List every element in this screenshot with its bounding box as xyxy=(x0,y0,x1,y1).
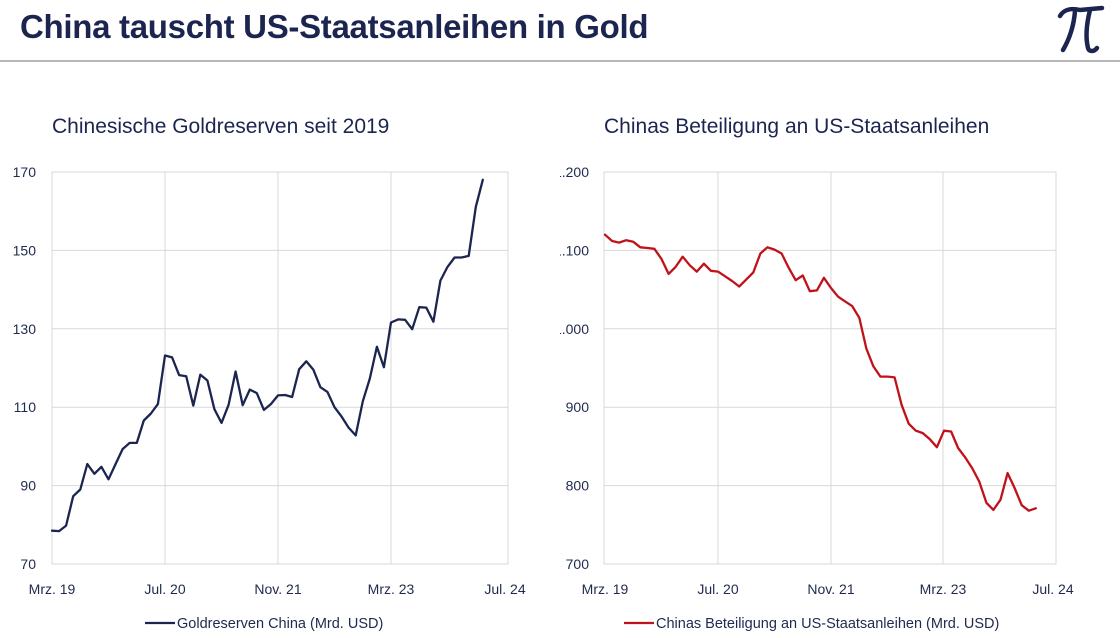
x-tick-label: Jul. 20 xyxy=(697,581,738,597)
legend-label: Chinas Beteiligung an US-Staatsanleihen … xyxy=(656,616,999,632)
chart-title-gold: Chinesische Goldreserven seit 2019 xyxy=(52,115,390,138)
y-tick-label: 110 xyxy=(14,399,37,415)
page-title: China tauscht US-Staatsanleihen in Gold xyxy=(20,8,649,45)
series-line xyxy=(50,178,484,533)
y-tick-label: 150 xyxy=(13,242,37,258)
treasury-holdings-chart: 700 800 900 1.000 1.100 1.200 Mrz. 19 Jul. 20 No… xyxy=(560,164,1074,632)
header-divider xyxy=(0,60,1120,62)
plot-frame xyxy=(603,171,1057,565)
legend-label: Goldreserven China (Mrd. USD) xyxy=(177,616,383,632)
y-tick-label: 70 xyxy=(20,556,36,572)
y-tick-label: 90 xyxy=(20,478,36,494)
pi-logo-icon xyxy=(1057,5,1105,54)
y-tick-label: 700 xyxy=(566,556,590,572)
y-tick-label: 1.100 xyxy=(560,242,589,258)
x-tick-label: Jul. 20 xyxy=(144,581,185,597)
plot-frame xyxy=(51,171,509,565)
x-tick-label: Mrz. 19 xyxy=(582,581,629,597)
y-tick-label: 1.200 xyxy=(560,164,589,180)
y-tick-label: 800 xyxy=(566,478,590,494)
x-tick-label: Mrz. 19 xyxy=(29,581,76,597)
y-tick-label: 1.000 xyxy=(560,321,589,337)
x-tick-label: Jul. 24 xyxy=(484,581,525,597)
series-line xyxy=(603,233,1037,512)
y-tick-label: 170 xyxy=(13,164,37,180)
y-tick-label: 130 xyxy=(13,321,37,337)
gold-reserves-chart: 70 90 110 130 150 170 Mrz. 19 Jul. 20 Nov. 21 Mrz… xyxy=(13,164,526,632)
chart-title-treasuries: Chinas Beteiligung an US-Staatsanleihen xyxy=(604,115,990,138)
header: China tauscht US-Staatsanleihen in Gold xyxy=(0,0,1120,62)
x-tick-label: Nov. 21 xyxy=(807,581,854,597)
x-tick-label: Mrz. 23 xyxy=(368,581,415,597)
x-tick-label: Jul. 24 xyxy=(1032,581,1073,597)
x-tick-label: Mrz. 23 xyxy=(920,581,967,597)
x-tick-label: Nov. 21 xyxy=(254,581,301,597)
y-tick-label: 900 xyxy=(566,399,590,415)
